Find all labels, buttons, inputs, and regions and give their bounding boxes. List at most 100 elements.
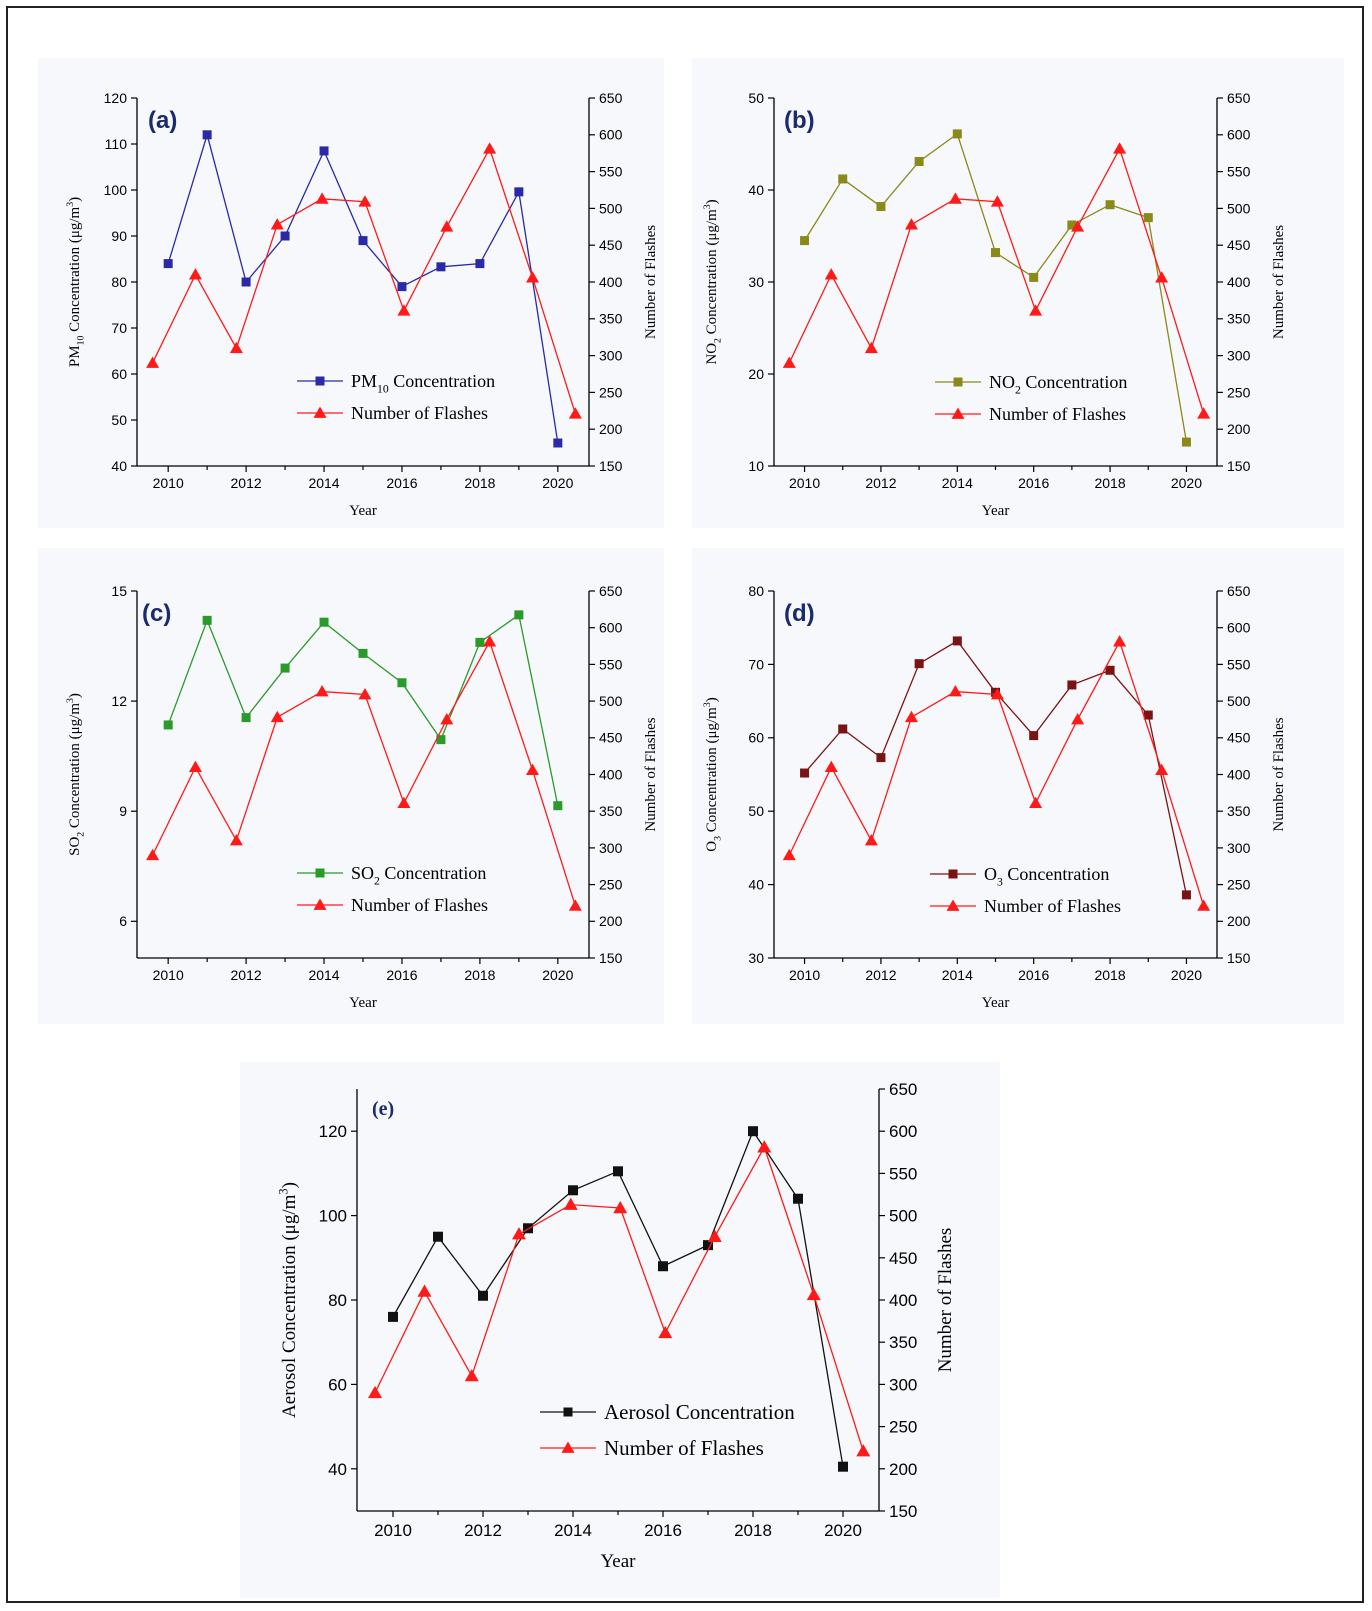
data-point-square	[436, 262, 446, 272]
data-point-triangle	[270, 218, 284, 230]
y-right-tick-label: 150	[1227, 458, 1251, 474]
data-point-square	[1181, 890, 1191, 900]
x-tick-label: 2010	[789, 967, 820, 983]
data-point-square	[397, 678, 407, 688]
panel-background	[38, 58, 664, 528]
y-right-tick-label: 500	[599, 200, 623, 216]
y-right-tick-label: 250	[1227, 384, 1251, 400]
y-right-tick-label: 300	[599, 348, 623, 364]
data-point-triangle	[757, 1140, 772, 1153]
x-tick-label: 2012	[865, 475, 896, 491]
data-point-triangle	[1029, 304, 1043, 316]
y-left-tick-label: 20	[748, 366, 764, 382]
x-tick-label: 2010	[153, 475, 184, 491]
data-point-triangle	[358, 195, 372, 207]
x-tick-label: 2018	[464, 475, 495, 491]
y-left-tick-label: 40	[111, 458, 127, 474]
chart-panel-b: 10 20 30 40 50 150 200 250 300 350 400 450 500 550 600…	[692, 58, 1344, 528]
x-tick-label: 2016	[1018, 967, 1049, 983]
y-right-tick-label: 450	[889, 1249, 917, 1268]
y-left-tick-label: 100	[104, 182, 128, 198]
data-point-square	[613, 1166, 623, 1177]
x-tick-label: 2020	[542, 475, 573, 491]
data-point-triangle	[856, 1444, 871, 1457]
x-tick-label: 2014	[554, 1521, 592, 1540]
y-right-tick-label: 400	[1227, 274, 1251, 290]
data-point-square	[553, 801, 563, 811]
chart-panel-e: 40 60 80 100 120 150 200 250 300 350 400 450 500 550 6…	[240, 1062, 1000, 1598]
x-tick-label: 2012	[865, 967, 896, 983]
data-point-triangle	[512, 1227, 526, 1240]
data-point-triangle	[1113, 635, 1127, 647]
data-point-triangle	[464, 1368, 479, 1382]
data-point-square	[475, 259, 485, 269]
y-right-tick-label: 300	[1227, 348, 1251, 364]
y-right-tick-label: 150	[1227, 950, 1251, 966]
y-left-tick-label: 40	[748, 877, 764, 893]
data-point-triangle	[864, 834, 878, 846]
data-point-triangle	[1071, 220, 1085, 232]
data-point-triangle	[1071, 712, 1085, 725]
x-tick-label: 2010	[374, 1521, 412, 1540]
y-left-tick-label: 110	[105, 136, 128, 152]
data-point-triangle	[440, 220, 454, 232]
legend-marker-square	[948, 869, 958, 879]
x-tick-label: 2020	[824, 1521, 862, 1540]
y-left-tick-label: 80	[111, 274, 127, 290]
legend-label: Number of Flashes	[984, 896, 1121, 916]
y-right-tick-label: 200	[599, 913, 623, 929]
y-left-tick-label: 12	[111, 693, 127, 709]
data-point-square	[1067, 220, 1077, 230]
data-point-triangle	[990, 195, 1004, 207]
y-left-tick-label: 70	[111, 320, 127, 336]
x-tick-label: 2012	[464, 1521, 502, 1540]
data-point-triangle	[613, 1201, 628, 1214]
data-point-square	[1181, 437, 1191, 447]
y-left-tick-label: 80	[328, 1291, 347, 1310]
data-point-square	[568, 1185, 578, 1196]
y-right-tick-label: 400	[599, 766, 623, 782]
data-point-square	[436, 735, 446, 745]
y-left-axis-title: NO2 Concentration (μg/m3)	[702, 199, 724, 364]
data-point-square	[952, 636, 962, 646]
data-point-triangle	[526, 271, 539, 283]
x-tick-label: 2014	[942, 967, 973, 983]
y-right-tick-label: 400	[599, 274, 623, 290]
y-left-axis-title: O3 Concentration (μg/m3)	[702, 697, 724, 851]
y-right-tick-label: 250	[1227, 877, 1251, 893]
data-point-square	[319, 146, 329, 156]
y-right-tick-label: 500	[1227, 693, 1251, 709]
data-point-triangle	[782, 848, 796, 861]
y-right-tick-label: 500	[599, 693, 623, 709]
legend-label: NO2 Concentration	[989, 372, 1127, 396]
y-right-axis-title: Number of Flashes	[643, 225, 659, 339]
x-tick-label: 2018	[464, 967, 495, 983]
x-tick-label: 2020	[1171, 475, 1202, 491]
data-point-triangle	[782, 356, 796, 368]
y-right-tick-label: 450	[599, 730, 623, 746]
x-tick-label: 2014	[308, 475, 339, 491]
chart-panel-c: 6 9 12 15 150 200 250 300 350 400 450 500 550 600 650 2…	[38, 548, 664, 1024]
x-tick-label: 2018	[1094, 967, 1125, 983]
y-right-tick-label: 650	[1227, 583, 1251, 599]
y-left-tick-label: 100	[319, 1207, 347, 1226]
data-point-square	[241, 277, 251, 287]
data-point-triangle	[315, 685, 329, 697]
data-point-square	[163, 720, 173, 730]
y-right-tick-label: 600	[1227, 127, 1251, 143]
y-left-tick-label: 60	[111, 366, 127, 382]
panel-label: (c)	[142, 600, 171, 627]
x-tick-label: 2010	[153, 967, 184, 983]
data-point-triangle	[1197, 899, 1211, 911]
y-left-axis-title: SO2 Concentration (μg/m3)	[65, 693, 87, 856]
data-point-square	[1143, 213, 1153, 223]
y-right-tick-label: 650	[599, 90, 623, 106]
data-point-square	[358, 648, 368, 658]
y-right-tick-label: 550	[599, 164, 623, 180]
data-point-triangle	[824, 760, 838, 773]
y-right-axis-title: Number of Flashes	[643, 717, 659, 831]
data-point-triangle	[483, 142, 497, 154]
y-right-tick-label: 650	[889, 1080, 917, 1099]
data-point-square	[1067, 680, 1077, 690]
y-left-tick-label: 60	[748, 730, 764, 746]
